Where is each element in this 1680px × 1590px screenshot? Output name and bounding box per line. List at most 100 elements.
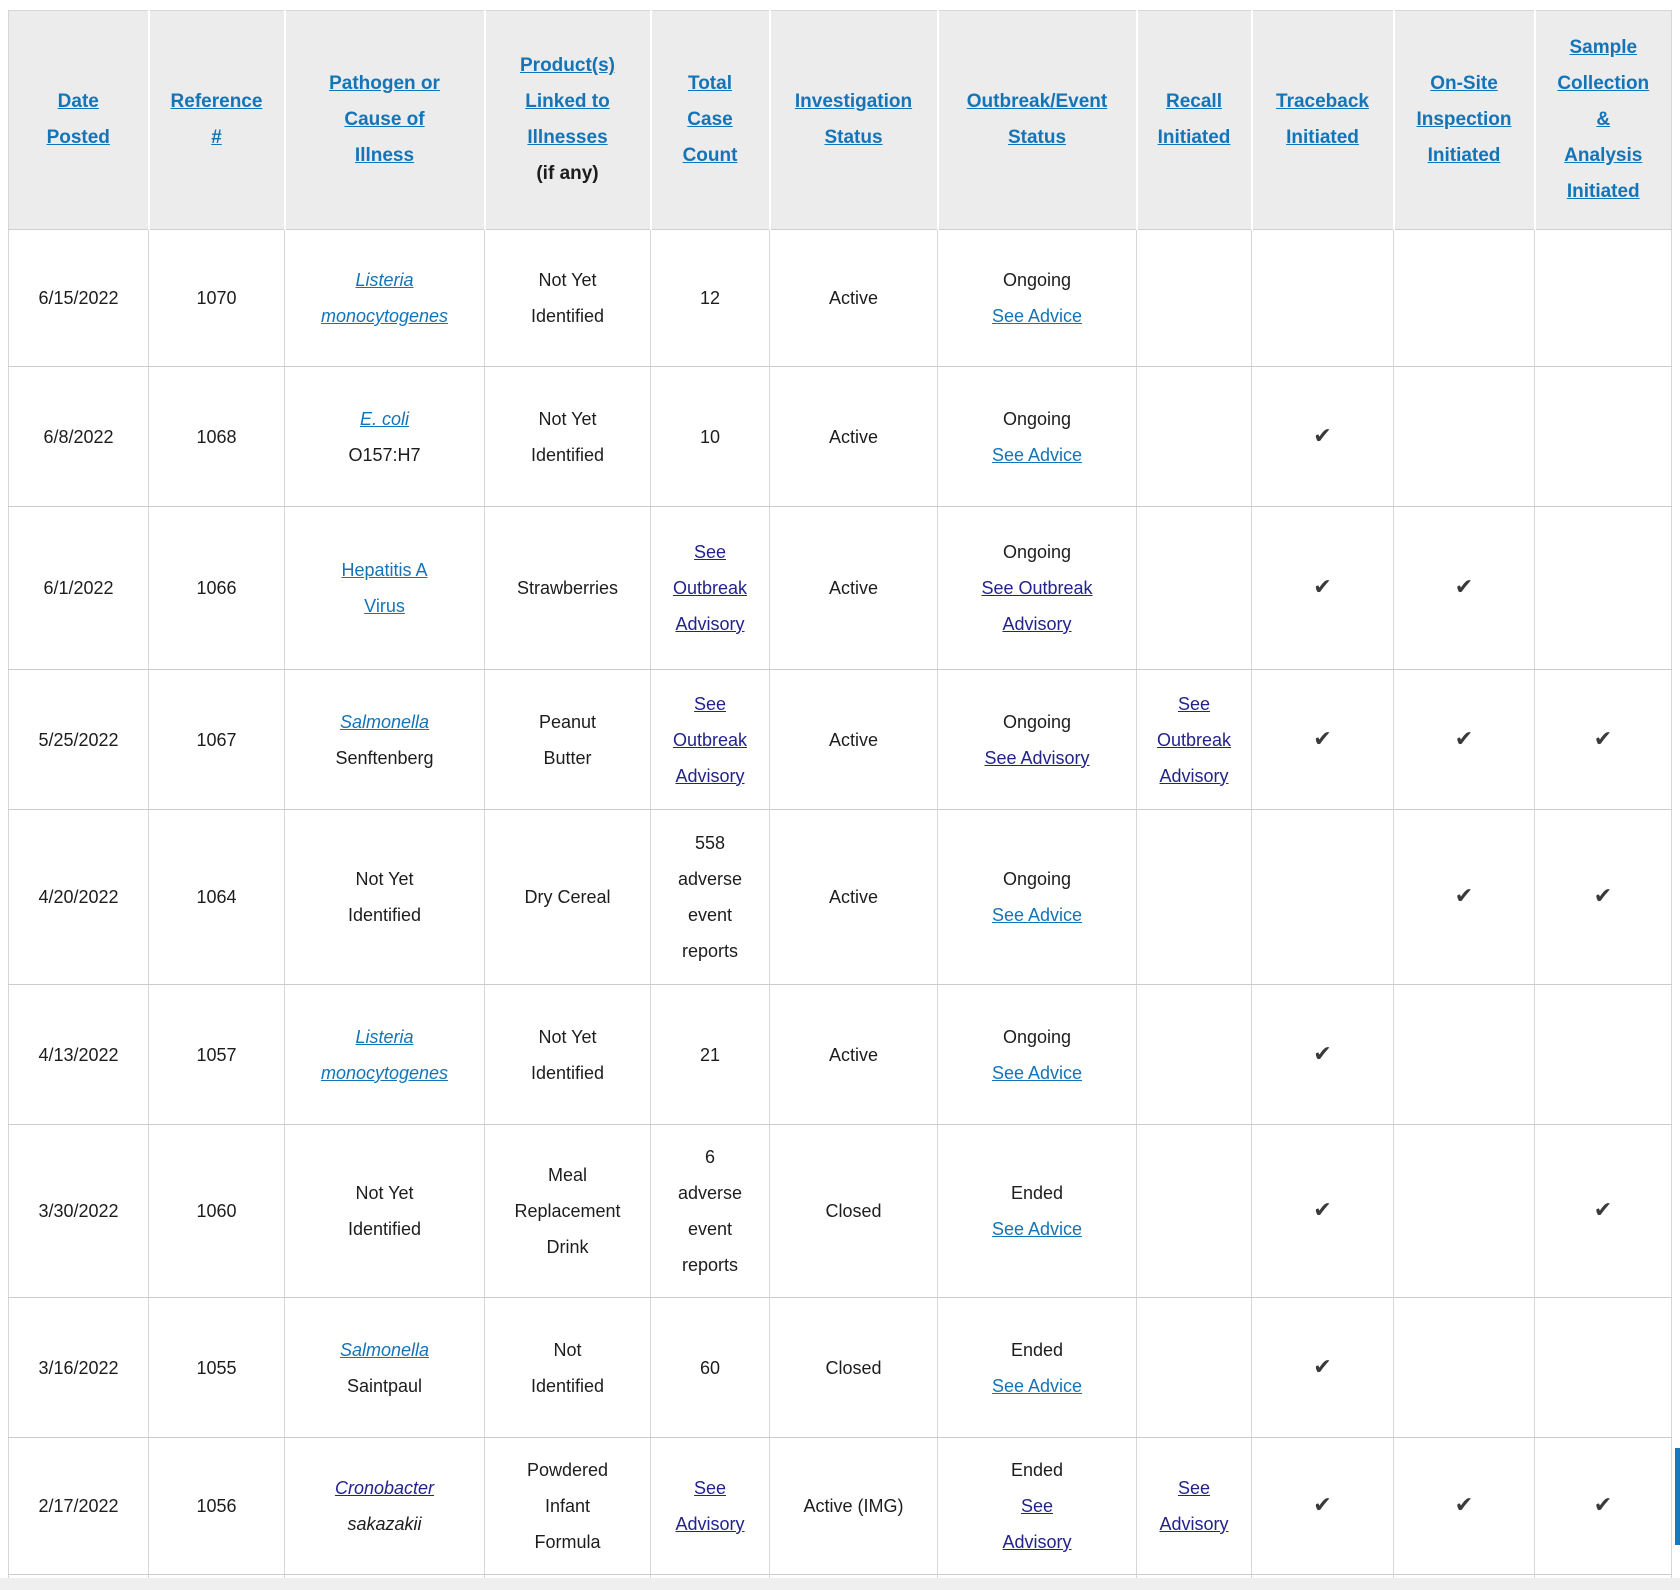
cell-link-outbreak-event-status-row-0[interactable]: See Advice [991, 306, 1083, 326]
cell-text-investigation-status: Closed [825, 1201, 882, 1221]
cell-link-total-case-count-row-2[interactable]: See Outbreak Advisory [672, 542, 748, 634]
cell-link-outbreak-event-status-row-1[interactable]: See Advice [991, 444, 1083, 465]
cell-text-date-posted: 4/13/2022 [38, 1044, 119, 1065]
cell-text-product: Strawberries [516, 578, 619, 598]
sort-link-date-posted[interactable]: Date Posted [46, 91, 110, 148]
cell-recall-initiated [1136, 506, 1252, 670]
cell-recall-initiated [1136, 809, 1252, 985]
cell-link-recall-initiated-row-3[interactable]: See Outbreak Advisory [1156, 693, 1232, 786]
cell-recall-initiated: See Outbreak Advisory [1136, 669, 1252, 810]
cell-pathogen: Listeria monocytogenes [284, 984, 485, 1125]
sort-link-investigation-status[interactable]: Investigation Status [794, 91, 913, 148]
cell-link-outbreak-event-status-row-2[interactable]: See Outbreak Advisory [981, 578, 1093, 634]
cell-text-product: Meal Replacement Drink [514, 1165, 621, 1257]
cell-total-case-count: See Advisory [650, 1437, 770, 1575]
cell-sample-collection-initiated [1534, 1297, 1672, 1438]
table-row: 6/1/2022 1066 Hepatitis A Virus Strawberries… [8, 506, 1672, 670]
cell-pathogen: Salmonella Senftenberg [284, 669, 485, 810]
cell-total-case-count: See Outbreak Advisory [650, 669, 770, 810]
cell-text-product: Powdered Infant Formula [526, 1460, 609, 1552]
cell-link-outbreak-event-status-row-7[interactable]: See Advice [991, 1375, 1083, 1396]
cell-link-pathogen-row-7[interactable]: Salmonella [339, 1339, 430, 1360]
cell-investigation-status: Active [769, 229, 938, 367]
cell-text-reference-number: 1057 [196, 1044, 237, 1065]
cell-product: Not Yet Identified [484, 984, 651, 1125]
outbreak-table-wrapper: Date Posted Reference # Pathogen or Cause of I… [8, 10, 1672, 1584]
checkmark-icon: ✔ [1593, 1493, 1613, 1518]
cell-text-investigation-status: Active [828, 887, 879, 907]
cell-reference-number: 1068 [148, 366, 285, 507]
cell-traceback-initiated: ✔ [1251, 984, 1394, 1125]
sort-link-sample-collection-initiated[interactable]: Sample Collection & Analysis Initiated [1557, 37, 1650, 202]
cell-text-investigation-status: Active [828, 426, 879, 447]
cell-product: Not Yet Identified [484, 229, 651, 367]
cell-traceback-initiated: ✔ [1251, 1124, 1394, 1298]
checkmark-icon: ✔ [1454, 575, 1474, 600]
sort-link-reference-number[interactable]: Reference # [170, 91, 263, 148]
cell-sample-collection-initiated: ✔ [1534, 1124, 1672, 1298]
cell-text-product: Not Yet Identified [530, 270, 605, 326]
cell-investigation-status: Active [769, 984, 938, 1125]
cell-onsite-inspection-initiated: ✔ [1393, 669, 1535, 810]
cell-text-product: Not Yet Identified [530, 408, 605, 465]
cell-traceback-initiated [1251, 229, 1394, 367]
checkmark-icon: ✔ [1313, 1354, 1332, 1380]
cell-date-posted: 5/25/2022 [8, 669, 149, 810]
checkmark-icon: ✔ [1313, 1493, 1332, 1518]
sort-link-pathogen[interactable]: Pathogen or Cause of Illness [329, 73, 440, 166]
cell-onsite-inspection-initiated [1393, 229, 1535, 367]
cell-link-outbreak-event-status-row-6[interactable]: See Advice [991, 1219, 1083, 1239]
table-row: 4/20/2022 1064 Not Yet Identified Dry Cereal… [8, 809, 1672, 985]
cell-investigation-status: Active [769, 669, 938, 810]
cell-link-outbreak-event-status-row-8[interactable]: See Advisory [1002, 1496, 1072, 1552]
sort-link-total-case-count[interactable]: Total Case Count [682, 73, 738, 166]
cell-link-outbreak-event-status-row-4[interactable]: See Advice [991, 905, 1083, 925]
cell-text-outbreak-event-status: Ended [1010, 1460, 1064, 1480]
cell-text-investigation-status: Closed [825, 1357, 882, 1378]
cell-traceback-initiated: ✔ [1251, 1297, 1394, 1438]
cell-link-outbreak-event-status-row-5[interactable]: See Advice [991, 1062, 1083, 1083]
cell-date-posted: 6/15/2022 [8, 229, 149, 367]
checkmark-icon: ✔ [1313, 1198, 1332, 1223]
cell-reference-number: 1064 [148, 809, 285, 985]
cell-link-total-case-count-row-8[interactable]: See Advisory [675, 1478, 745, 1534]
cell-outbreak-event-status: Ongoing See Advice [937, 229, 1137, 367]
cell-onsite-inspection-initiated [1393, 1297, 1535, 1438]
cell-link-total-case-count-row-3[interactable]: See Outbreak Advisory [672, 693, 748, 786]
sort-link-recall-initiated[interactable]: Recall Initiated [1157, 91, 1231, 148]
column-header-investigation-status: Investigation Status [769, 10, 939, 230]
cell-link-pathogen-row-0[interactable]: Listeria monocytogenes [320, 270, 449, 326]
next-row-top-strip [0, 1578, 1680, 1590]
table-row: 6/8/2022 1068 E. coli O157:H7 Not Yet Identif… [8, 366, 1672, 507]
table-row: 4/13/2022 1057 Listeria monocytogenes Not Ye… [8, 984, 1672, 1125]
cell-total-case-count: 21 [650, 984, 770, 1125]
cell-sample-collection-initiated [1534, 366, 1672, 507]
cell-text-product: Not Yet Identified [530, 1026, 605, 1083]
cell-traceback-initiated: ✔ [1251, 366, 1394, 507]
cell-link-outbreak-event-status-row-3[interactable]: See Advisory [984, 747, 1090, 768]
column-header-outbreak-event-status: Outbreak/Event Status [937, 10, 1138, 230]
sort-link-traceback-initiated[interactable]: Traceback Initiated [1276, 91, 1369, 148]
cell-link-recall-initiated-row-8[interactable]: See Advisory [1159, 1478, 1229, 1534]
cell-text-investigation-status: Active [828, 1044, 879, 1065]
cell-link-pathogen-row-1[interactable]: E. coli [359, 408, 410, 429]
cell-link-pathogen-row-2[interactable]: Hepatitis A Virus [341, 560, 428, 616]
cell-text-date-posted: 3/16/2022 [38, 1357, 119, 1378]
column-header-onsite-inspection-initiated: On-Site Inspection Initiated [1393, 10, 1536, 230]
cell-text-reference-number: 1055 [196, 1357, 237, 1378]
cell-link-pathogen-row-8[interactable]: Cronobacter [334, 1478, 435, 1498]
table-row: 3/16/2022 1055 Salmonella Saintpaul Not Ident… [8, 1297, 1672, 1438]
cell-text-outbreak-event-status: Ended [1010, 1183, 1064, 1203]
cell-outbreak-event-status: Ended See Advisory [937, 1437, 1137, 1575]
sort-link-onsite-inspection-initiated[interactable]: On-Site Inspection Initiated [1416, 73, 1512, 166]
cell-traceback-initiated: ✔ [1251, 669, 1394, 810]
sort-link-outbreak-event-status[interactable]: Outbreak/Event Status [966, 91, 1108, 148]
column-header-reference-number: Reference # [148, 10, 286, 230]
cell-link-pathogen-row-5[interactable]: Listeria monocytogenes [320, 1026, 449, 1083]
right-edge-scroll-indicator[interactable] [1675, 1448, 1680, 1545]
cell-text-date-posted: 2/17/2022 [38, 1496, 119, 1516]
sort-link-product[interactable]: Product(s) Linked to Illnesses [520, 55, 615, 148]
cell-link-pathogen-row-3[interactable]: Salmonella [339, 711, 430, 732]
cell-pathogen: Not Yet Identified [284, 809, 485, 985]
cell-product: Not Identified [484, 1297, 651, 1438]
